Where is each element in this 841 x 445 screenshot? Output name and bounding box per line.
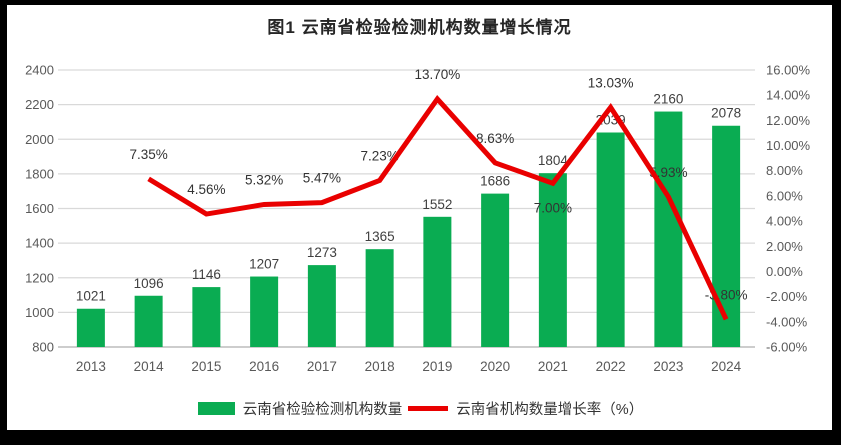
- bar-series-swatch: [197, 402, 235, 415]
- line-series-swatch: [408, 406, 449, 411]
- svg-text:16.00%: 16.00%: [766, 63, 811, 78]
- svg-text:2020: 2020: [480, 359, 510, 374]
- legend-item-bars: 云南省检验检测机构数量: [197, 398, 403, 419]
- svg-text:2.00%: 2.00%: [766, 239, 803, 254]
- svg-text:13.03%: 13.03%: [588, 75, 634, 90]
- legend: 云南省检验检测机构数量 云南省机构数量增长率（%）: [0, 398, 841, 419]
- svg-text:2078: 2078: [711, 106, 741, 121]
- svg-text:1207: 1207: [249, 257, 279, 272]
- svg-text:1146: 1146: [192, 267, 221, 282]
- svg-text:7.35%: 7.35%: [129, 147, 167, 162]
- svg-text:1365: 1365: [365, 229, 395, 244]
- svg-text:5.32%: 5.32%: [245, 172, 283, 187]
- svg-text:2019: 2019: [422, 359, 452, 374]
- chart-background: 图1 云南省检验检测机构数量增长情况: [7, 5, 832, 430]
- legend-label-bars: 云南省检验检测机构数量: [242, 402, 403, 418]
- svg-text:0.00%: 0.00%: [766, 264, 803, 279]
- svg-text:2000: 2000: [25, 132, 54, 147]
- svg-text:-6.00%: -6.00%: [766, 340, 808, 355]
- svg-text:6.00%: 6.00%: [766, 188, 803, 203]
- svg-text:2023: 2023: [653, 359, 683, 374]
- svg-text:1804: 1804: [538, 153, 569, 168]
- svg-text:13.70%: 13.70%: [414, 67, 460, 82]
- svg-text:2200: 2200: [25, 97, 54, 112]
- svg-text:800: 800: [32, 340, 54, 355]
- svg-text:10.00%: 10.00%: [766, 138, 811, 153]
- svg-text:1021: 1021: [76, 289, 106, 304]
- svg-text:2015: 2015: [191, 359, 221, 374]
- svg-text:1200: 1200: [25, 270, 54, 285]
- svg-text:4.00%: 4.00%: [766, 214, 803, 229]
- svg-text:2024: 2024: [711, 359, 742, 374]
- svg-text:5.93%: 5.93%: [649, 165, 687, 180]
- legend-item-line: 云南省机构数量增长率（%）: [408, 398, 643, 419]
- svg-text:2016: 2016: [249, 359, 279, 374]
- svg-text:2021: 2021: [538, 359, 568, 374]
- svg-text:4.56%: 4.56%: [187, 182, 225, 197]
- svg-text:12.00%: 12.00%: [766, 113, 811, 128]
- svg-text:8.63%: 8.63%: [476, 131, 514, 146]
- svg-text:2013: 2013: [76, 359, 106, 374]
- svg-text:1000: 1000: [25, 305, 54, 320]
- svg-text:2400: 2400: [25, 63, 54, 78]
- svg-text:2017: 2017: [307, 359, 337, 374]
- svg-text:1400: 1400: [25, 236, 54, 251]
- svg-text:2160: 2160: [653, 92, 683, 107]
- svg-text:2014: 2014: [134, 359, 165, 374]
- svg-text:1800: 1800: [25, 166, 54, 181]
- svg-text:2018: 2018: [365, 359, 395, 374]
- svg-text:1600: 1600: [25, 201, 54, 216]
- svg-text:7.23%: 7.23%: [360, 148, 398, 163]
- svg-text:7.00%: 7.00%: [534, 200, 572, 215]
- svg-text:1096: 1096: [134, 276, 164, 291]
- svg-text:1552: 1552: [422, 197, 452, 212]
- chart-title: 图1 云南省检验检测机构数量增长情况: [267, 18, 572, 37]
- svg-text:5.47%: 5.47%: [303, 171, 341, 186]
- legend-label-line: 云南省机构数量增长率（%）: [456, 402, 644, 418]
- svg-text:1273: 1273: [307, 245, 337, 260]
- svg-text:14.00%: 14.00%: [766, 88, 811, 103]
- svg-text:-2.00%: -2.00%: [766, 289, 808, 304]
- svg-text:8.00%: 8.00%: [766, 163, 803, 178]
- svg-text:1686: 1686: [480, 174, 510, 189]
- svg-text:2022: 2022: [596, 359, 626, 374]
- svg-text:-4.00%: -4.00%: [766, 314, 808, 329]
